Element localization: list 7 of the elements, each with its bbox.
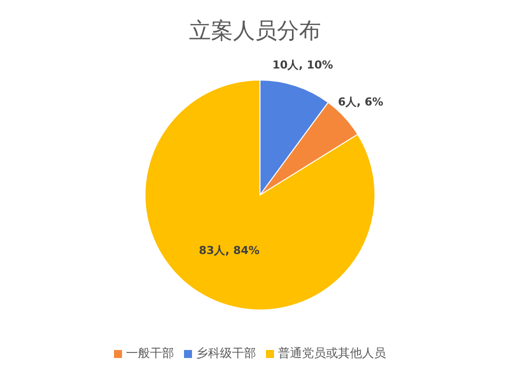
data-label: 10人, 10% <box>272 58 334 72</box>
legend-label: 普通党员或其他人员 <box>278 346 386 360</box>
data-label: 6人, 6% <box>338 96 384 109</box>
chart-title: 立案人员分布 <box>188 18 322 46</box>
legend-label: 乡科级干部 <box>196 346 256 360</box>
data-label: 83人, 84% <box>198 244 260 257</box>
legend-label: 一般干部 <box>126 346 174 360</box>
